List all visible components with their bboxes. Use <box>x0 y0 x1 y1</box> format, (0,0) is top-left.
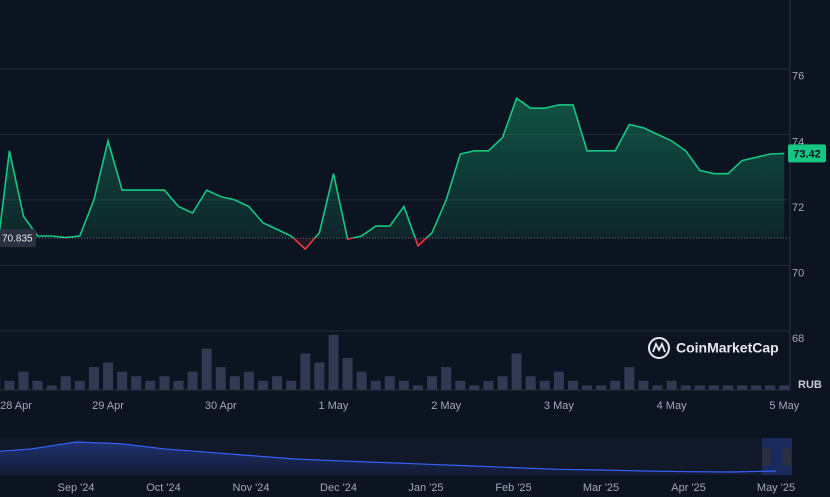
x-tick-label: 28 Apr <box>0 400 32 412</box>
volume-bar <box>300 353 311 390</box>
volume-bar <box>18 371 29 390</box>
area-up <box>0 98 785 239</box>
volume-bar <box>680 385 691 390</box>
volume-bar <box>398 380 409 390</box>
volume-bar <box>145 380 156 390</box>
volume-bar <box>88 367 99 390</box>
volume-bar <box>666 380 677 390</box>
volume-bar <box>46 385 57 390</box>
volume-bar <box>638 380 649 390</box>
volume-bar <box>525 376 536 390</box>
volume-bar <box>187 371 198 390</box>
price-line-up <box>0 97 785 239</box>
navigator-tick-label: Nov '24 <box>233 482 270 494</box>
volume-bar <box>413 385 423 390</box>
volume-bar <box>441 367 452 390</box>
navigator-handle[interactable] <box>762 448 770 466</box>
volume-bar <box>497 376 508 390</box>
volume-bar <box>370 380 381 390</box>
logo <box>648 337 670 359</box>
x-tick-label: 3 May <box>544 400 574 412</box>
baseline-label-bg <box>0 229 36 248</box>
volume-bar <box>511 353 522 390</box>
navigator-tick-label: Sep '24 <box>58 482 95 494</box>
watermark: CoinMarketCap <box>648 337 779 359</box>
volume-bar <box>567 380 578 390</box>
x-tick-label: 4 May <box>657 400 687 412</box>
volume-bar <box>765 385 776 390</box>
navigator-tick-label: Dec '24 <box>320 482 357 494</box>
navigator-tick-label: Mar '25 <box>583 482 619 494</box>
volume-bar <box>779 385 790 390</box>
navigator-tick-label: Apr '25 <box>671 482 706 494</box>
volume-bar <box>483 380 494 390</box>
navigator-tick-label: Feb '25 <box>495 482 531 494</box>
navigator-tick-label: Oct '24 <box>146 482 181 494</box>
volume-bar <box>243 371 254 390</box>
y-tick-label: 70 <box>792 267 804 279</box>
volume <box>0 335 790 390</box>
navigator-line <box>0 441 777 473</box>
volume-bar <box>272 376 283 390</box>
volume-bar <box>694 385 705 390</box>
volume-bar <box>103 362 114 390</box>
volume-bar <box>708 385 719 390</box>
volume-bar <box>32 380 43 390</box>
volume-bar <box>173 380 184 390</box>
volume-bar <box>74 380 85 390</box>
volume-bar <box>131 376 142 390</box>
volume-bar <box>286 380 297 390</box>
volume-bar <box>258 380 269 390</box>
volume-bar <box>737 385 748 390</box>
volume-bar <box>4 380 15 390</box>
price-plot <box>0 97 790 251</box>
x-tick-label: 5 May <box>769 400 799 412</box>
navigator-tick-label: May '25 <box>757 482 795 494</box>
volume-bar <box>582 385 593 390</box>
volume-bar <box>229 376 240 390</box>
navigator <box>0 441 777 475</box>
volume-bar <box>553 371 564 390</box>
last-price-bg <box>788 144 826 163</box>
volume-bar <box>610 380 621 390</box>
x-tick-label: 29 Apr <box>92 400 124 412</box>
volume-bar <box>652 385 663 390</box>
logo <box>652 341 666 353</box>
volume-bar <box>342 357 353 390</box>
volume-bar <box>159 376 170 390</box>
navigator-tick-label: Jan '25 <box>408 482 443 494</box>
y-tick-label: 72 <box>792 202 804 214</box>
volume-bar <box>117 371 128 390</box>
volume-bar <box>624 367 635 390</box>
volume-bar <box>722 385 733 390</box>
baseline-label: 70.835 <box>2 234 33 245</box>
volume-bar <box>60 376 71 390</box>
y-tick-label: 76 <box>792 71 804 83</box>
volume-bar <box>751 385 762 390</box>
volume-bar <box>469 385 480 390</box>
watermark-text: CoinMarketCap <box>676 340 779 356</box>
x-tick-label: 1 May <box>318 400 348 412</box>
x-tick-label: 30 Apr <box>205 400 237 412</box>
volume-bar <box>455 380 466 390</box>
y-tick-label: 68 <box>792 333 804 345</box>
x-tick-label: 2 May <box>431 400 461 412</box>
volume-bar <box>384 376 395 390</box>
navigator-handle[interactable] <box>783 448 791 466</box>
volume-bar <box>328 335 339 390</box>
volume-bar <box>356 371 367 390</box>
navigator-area <box>0 442 776 475</box>
last-price-label: 73.42 <box>793 148 821 160</box>
currency-label: RUB <box>798 379 822 391</box>
volume-bar <box>539 380 550 390</box>
volume-bar <box>201 348 212 390</box>
volume-bar <box>314 362 325 390</box>
volume-bar <box>596 385 607 390</box>
volume-bar <box>215 367 226 390</box>
volume-bar <box>427 376 438 390</box>
